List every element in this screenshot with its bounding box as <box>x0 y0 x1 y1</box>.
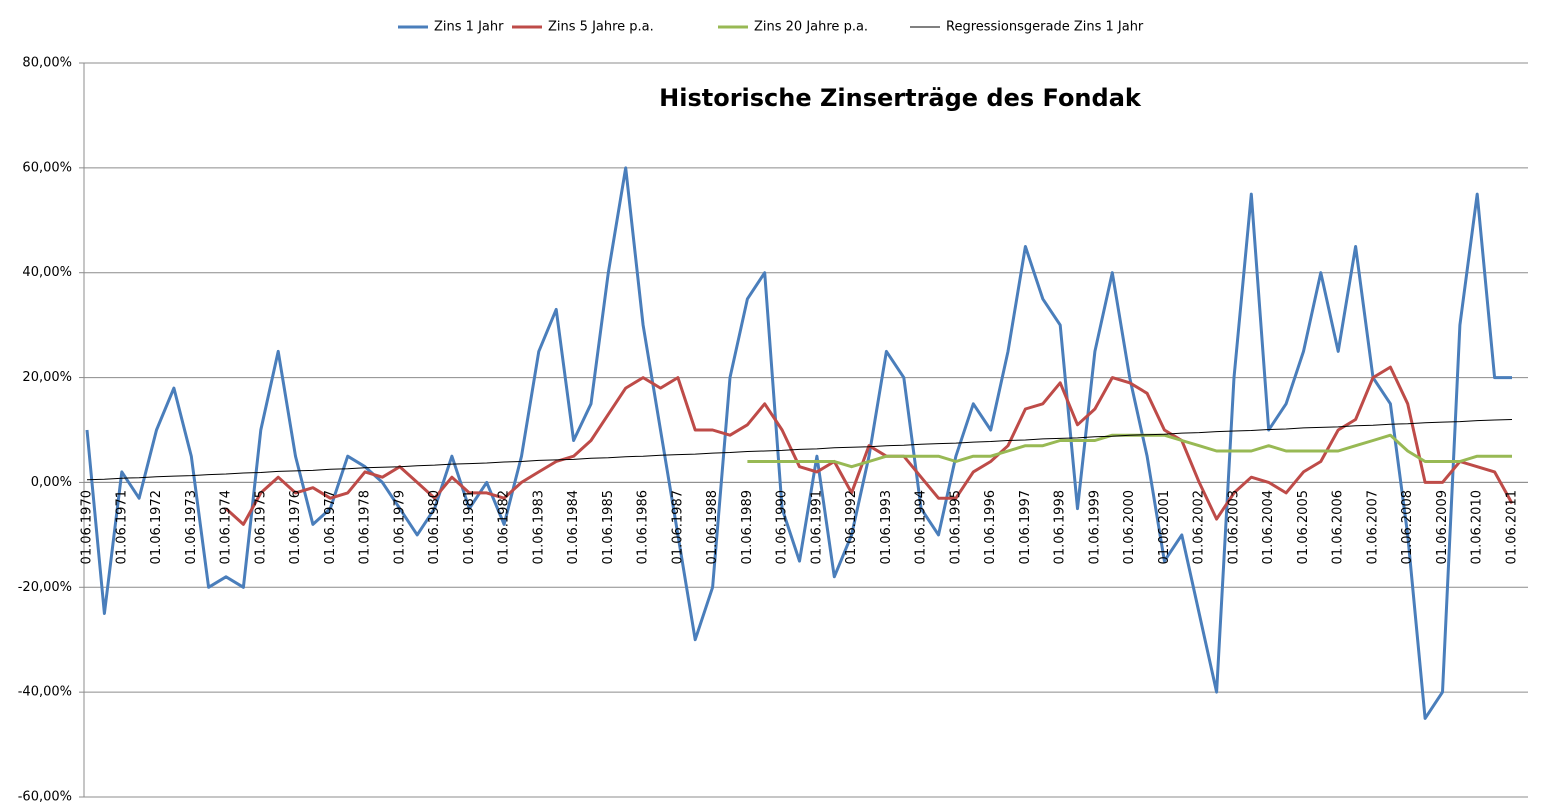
x-tick-label: 01.06.1971 <box>114 490 129 564</box>
axes: -60,00% -40,00% -20,00% 0,00% 20,00% 40,00% 60… <box>18 56 1520 805</box>
x-tick-label: 01.06.1988 <box>705 490 720 564</box>
legend-label: Regressionsgerade Zins 1 Jahr <box>946 20 1144 35</box>
legend-label: Zins 1 Jahr <box>434 20 504 35</box>
series-line <box>86 419 1513 481</box>
x-tick-label: 01.06.1974 <box>219 490 234 564</box>
x-tick-label: 01.06.2010 <box>1470 490 1485 564</box>
x-tick-label: 01.06.2003 <box>1226 490 1241 564</box>
y-tick-label: 80,00% <box>22 56 72 71</box>
x-tick-label: 01.06.2007 <box>1365 490 1380 564</box>
x-tick-label: 01.06.1997 <box>1018 490 1033 564</box>
grid <box>84 62 1528 798</box>
chart-title: Historische Zinserträge des Fondak <box>659 84 1142 112</box>
x-tick-label: 01.06.1982 <box>497 490 512 564</box>
x-tick-label: 01.06.1981 <box>462 490 477 564</box>
x-tick-label: 01.06.2009 <box>1435 490 1450 564</box>
x-tick-label: 01.06.1973 <box>184 490 199 564</box>
y-tick-label: 20,00% <box>22 370 72 385</box>
x-tick-label: 01.06.1994 <box>914 490 929 564</box>
x-tick-label: 01.06.1991 <box>809 490 824 564</box>
x-tick-label: 01.06.2005 <box>1296 490 1311 564</box>
x-tick-label: 01.06.1977 <box>323 490 338 564</box>
legend-label: Zins 20 Jahre p.a. <box>754 20 868 35</box>
series-line <box>85 166 1512 720</box>
legend-label: Zins 5 Jahre p.a. <box>548 20 654 35</box>
x-tick-label: 01.06.2008 <box>1400 490 1415 564</box>
x-tick-label: 01.06.1989 <box>740 490 755 564</box>
x-tick-label: 01.06.1984 <box>566 490 581 564</box>
x-tick-label: 01.06.2002 <box>1192 490 1207 564</box>
y-tick-label: -20,00% <box>18 580 72 595</box>
x-tick-label: 01.06.1985 <box>601 490 616 564</box>
x-tick-label: 01.06.1972 <box>149 490 164 564</box>
x-tick-label: 01.06.2011 <box>1505 490 1520 564</box>
x-tick-label: 01.06.2001 <box>1157 490 1172 564</box>
x-tick-label: 01.06.1970 <box>80 490 95 564</box>
lines <box>85 166 1514 720</box>
x-tick-label: 01.06.2000 <box>1122 490 1137 564</box>
x-tick-label: 01.06.1995 <box>948 490 963 564</box>
x-tick-label: 01.06.1998 <box>1053 490 1068 564</box>
legend: Zins 1 Jahr Zins 5 Jahre p.a. Zins 20 Jahr… <box>398 20 1144 35</box>
x-tick-label: 01.06.1987 <box>670 490 685 564</box>
y-tick-label: 60,00% <box>22 160 72 175</box>
x-tick-label: 01.06.1976 <box>288 490 303 564</box>
x-tick-label: 01.06.1979 <box>392 490 407 564</box>
x-tick-label: 01.06.2004 <box>1261 490 1276 564</box>
x-tick-label: 01.06.1986 <box>636 490 651 564</box>
y-tick-label: 0,00% <box>31 475 72 490</box>
x-tick-label: 01.06.1999 <box>1087 490 1102 564</box>
x-tick-label: 01.06.1993 <box>879 490 894 564</box>
x-tick-label: 01.06.1990 <box>775 490 790 564</box>
series-line <box>224 365 1514 526</box>
x-tick-label: 01.06.2006 <box>1331 490 1346 564</box>
x-tick-label: 01.06.1975 <box>253 490 268 564</box>
x-tick-label: 01.06.1978 <box>358 490 373 564</box>
x-tick-label: 01.06.1996 <box>983 490 998 564</box>
x-tick-label: 01.06.1992 <box>844 490 859 564</box>
x-tick-label: 01.06.1983 <box>531 490 546 564</box>
y-tick-label: -60,00% <box>18 790 72 805</box>
y-tick-label: -40,00% <box>18 685 72 700</box>
y-tick-label: 40,00% <box>22 265 72 280</box>
x-tick-label: 01.06.1980 <box>427 490 442 564</box>
